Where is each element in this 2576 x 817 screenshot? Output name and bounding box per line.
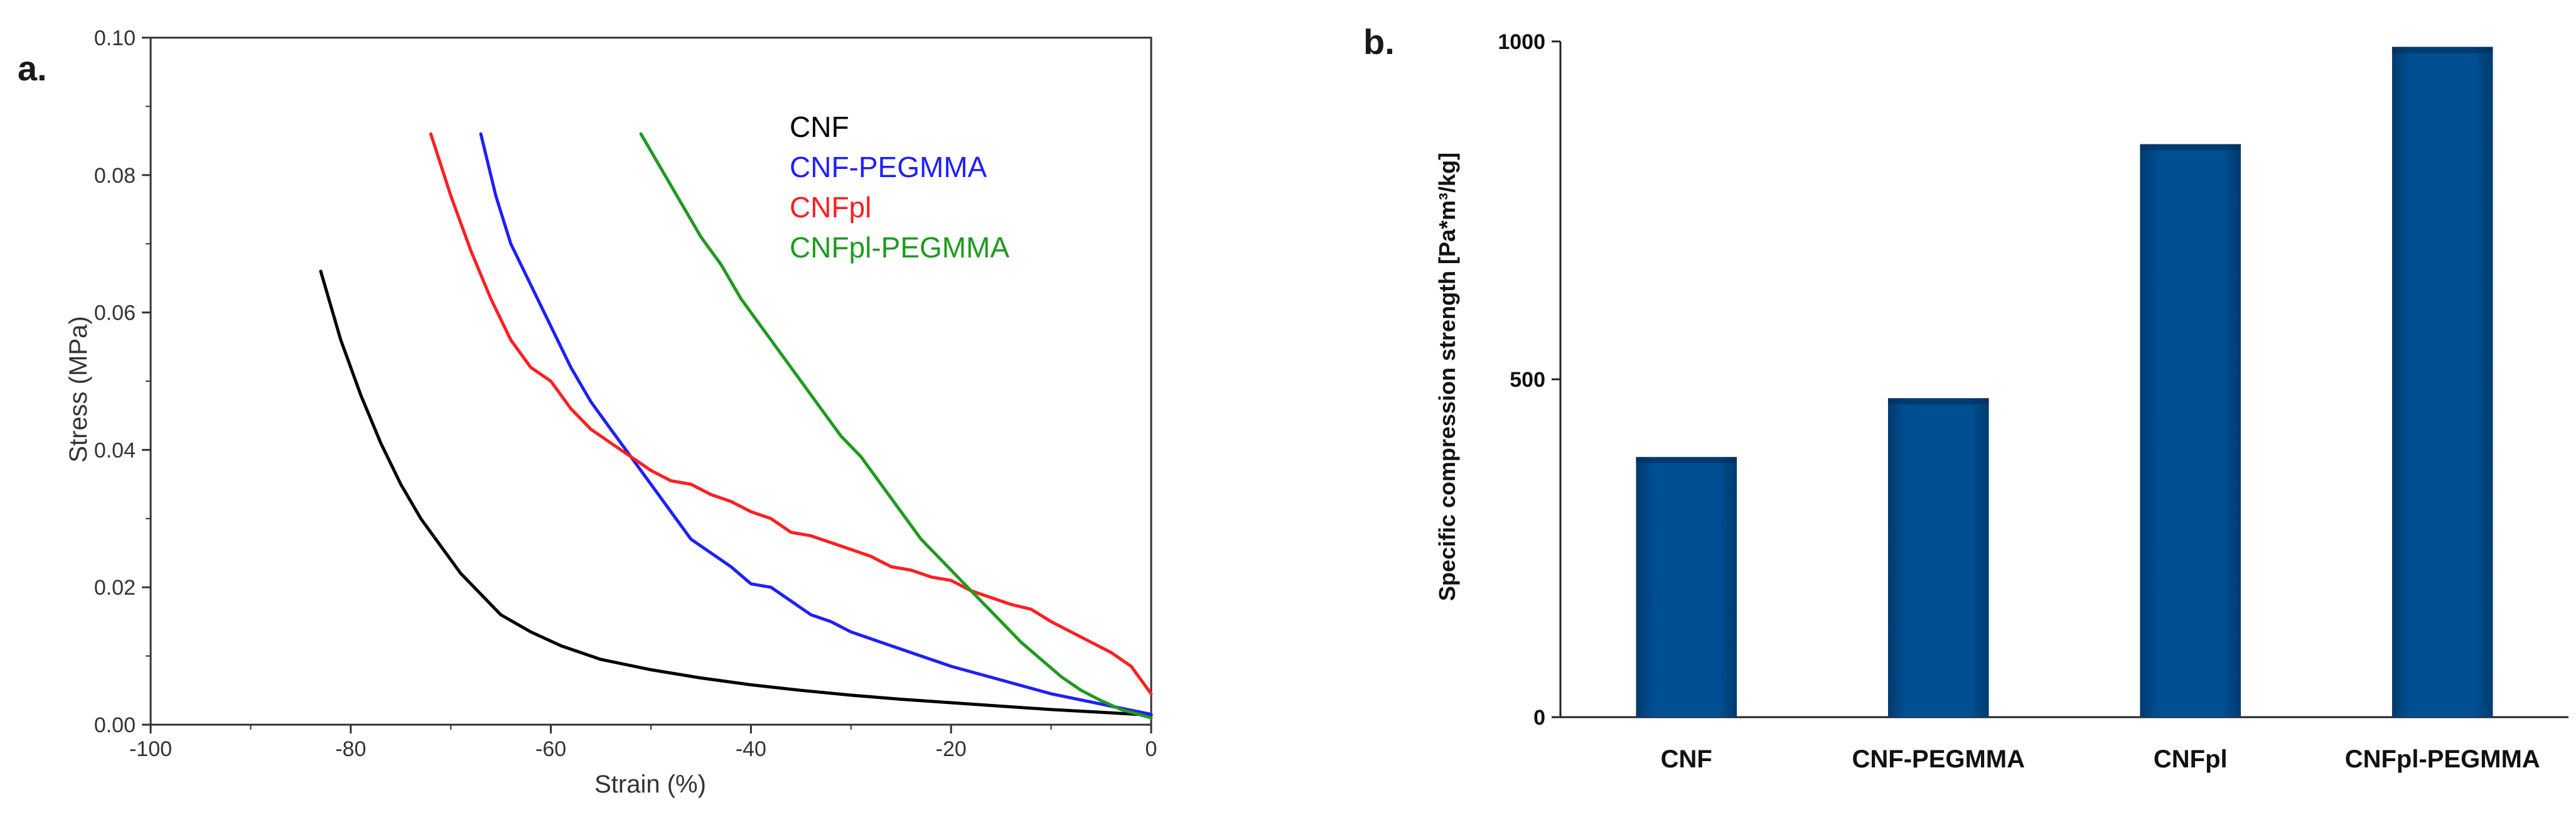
category-label-cnf: CNF (1661, 745, 1712, 773)
panel-a-label: a. (18, 48, 47, 88)
y-tick-label: 0.08 (94, 164, 136, 188)
panel-a-y-axis-title: Stress (MPa) (65, 316, 92, 462)
y-tick-label: 0.06 (94, 301, 136, 325)
series-line-cnf-pegmma (479, 132, 1153, 717)
x-tick-label: -20 (936, 737, 967, 761)
legend-entry-cnf: CNF (790, 111, 849, 143)
y-tick-label: 0.10 (94, 26, 136, 50)
bar-cnf-pegmma (1887, 398, 1989, 717)
panel-a-series-lines (319, 132, 1153, 720)
x-tick-label: -80 (335, 737, 366, 761)
panel-a-x-ticks: -100 -80 -60 -40 -20 0 (129, 725, 1157, 761)
y-tick-label: 0 (1533, 706, 1545, 730)
panel-b-bars (1636, 46, 2493, 717)
panel-b-y-axis-title: Specific compression strength [Pa*m³/kg] (1434, 153, 1460, 601)
bar-top-edge-cnfpl-pegmma (2391, 46, 2493, 53)
series-line-cnf (319, 269, 1153, 717)
legend-entry-cnfpl-pegmma: CNFpl-PEGMMA (790, 231, 1009, 264)
bar-top-edge-cnf (1636, 457, 1737, 463)
legend-entry-cnfpl: CNFpl (790, 191, 871, 224)
category-label-cnfpl-pegmma: CNFpl-PEGMMA (2345, 745, 2540, 773)
panel-a-stress-strain-chart: a. -100 -80 -60 -40 -20 0 0.000.020.040.060.0… (18, 26, 1157, 798)
y-tick-label: 500 (1510, 368, 1545, 392)
panel-a-y-ticks: 0.00 0.02 0.04 0.06 0.08 0.10 (94, 26, 151, 737)
bar-cnfpl (2140, 144, 2241, 717)
bar-cnfpl-pegmma (2391, 46, 2493, 717)
y-tick-label: 1000 (1498, 30, 1545, 54)
series-line-cnfpl-pegmma (639, 132, 1153, 720)
legend-entry-cnf-pegmma: CNF-PEGMMA (790, 151, 987, 183)
panel-b-category-labels: CNF CNF-PEGMMA CNFpl CNFpl-PEGMMA (1661, 745, 2540, 773)
panel-a-x-axis-title: Strain (%) (594, 771, 706, 798)
panel-b-label: b. (1363, 22, 1395, 62)
y-tick-label: 0.02 (94, 576, 136, 600)
bar-top-edge-cnf-pegmma (1887, 398, 1989, 405)
y-tick-label: 0.00 (94, 713, 136, 737)
category-label-cnf-pegmma: CNF-PEGMMA (1852, 745, 2025, 773)
x-tick-label: -40 (736, 737, 766, 761)
series-line-cnfpl (429, 132, 1153, 696)
x-tick-label: -100 (129, 737, 172, 761)
x-tick-label: -60 (535, 737, 566, 761)
panel-b-bar-chart: b. 0 500 1000 CNF CNF-PEGMMA CNFpl CNFpl-PEGM… (1363, 22, 2568, 773)
x-tick-label: 0 (1146, 737, 1157, 761)
bar-top-edge-cnfpl (2140, 144, 2241, 151)
panel-b-y-ticks: 0 500 1000 (1498, 30, 1560, 730)
panel-a-legend: CNF CNF-PEGMMA CNFpl CNFpl-PEGMMA (790, 111, 1009, 264)
category-label-cnfpl: CNFpl (2154, 745, 2228, 773)
bar-cnf (1636, 457, 1737, 717)
y-tick-label: 0.04 (94, 438, 136, 462)
